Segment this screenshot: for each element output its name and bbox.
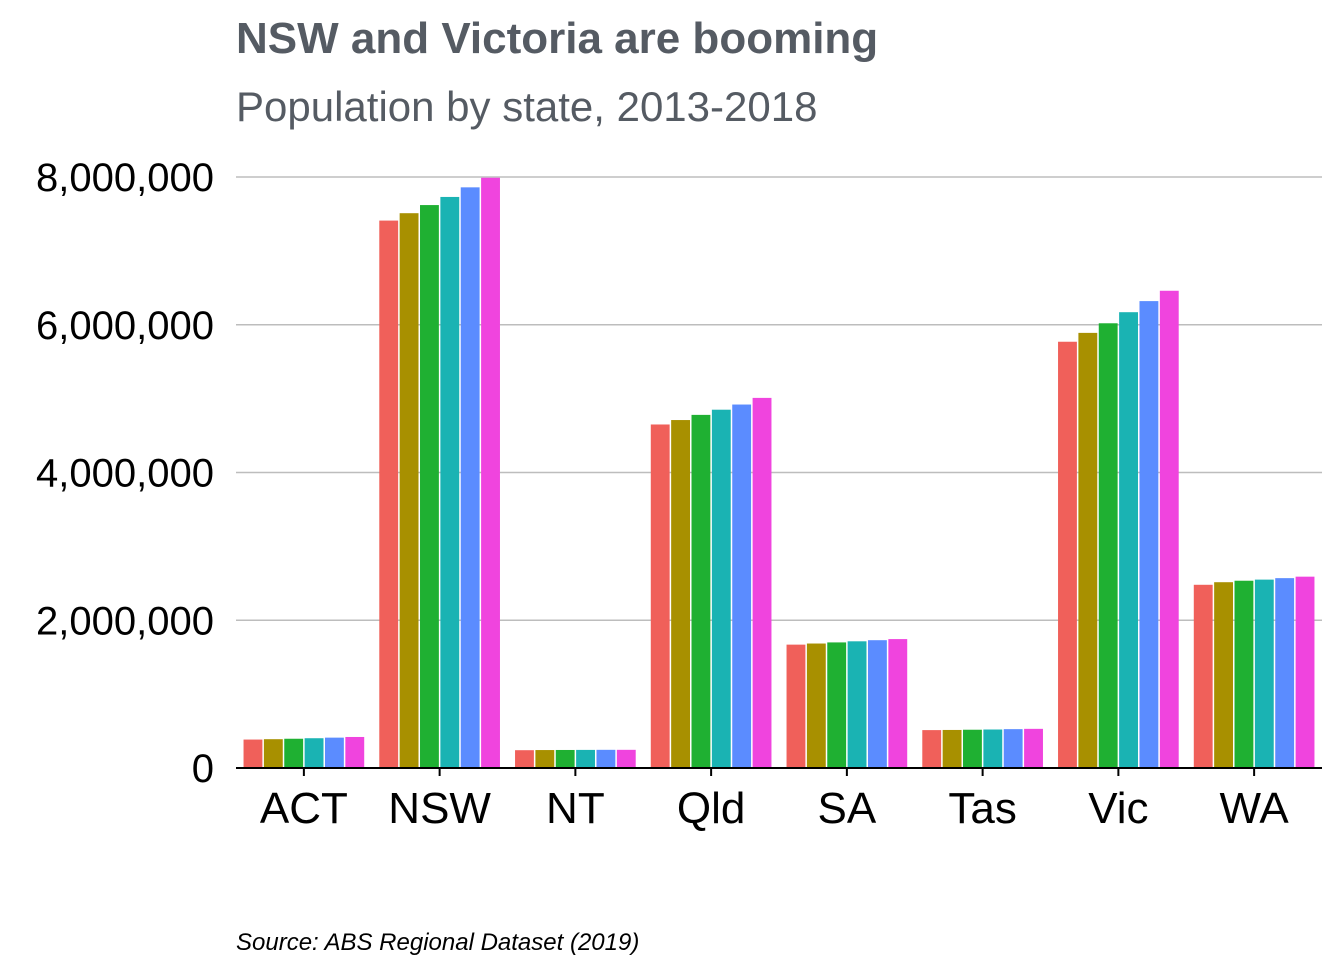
- bar-wa-1: [1193, 584, 1213, 768]
- x-tick-label: ACT: [260, 784, 348, 833]
- bar-tas-5: [1003, 729, 1023, 768]
- x-tick-label: WA: [1220, 784, 1290, 833]
- bar-act-5: [324, 737, 344, 768]
- bar-qld-4: [711, 409, 731, 768]
- bar-nt-4: [576, 749, 595, 768]
- bar-nt-3: [555, 749, 575, 768]
- x-tick-label: NSW: [388, 784, 491, 833]
- bar-sa-5: [867, 640, 887, 768]
- bar-nt-1: [515, 750, 534, 768]
- bar-sa-4: [847, 641, 867, 768]
- chart-subtitle: Population by state, 2013-2018: [236, 83, 817, 130]
- gridlines: [236, 176, 1322, 621]
- bar-qld-1: [650, 424, 670, 768]
- bar-vic-5: [1139, 301, 1159, 768]
- y-axis-ticks: 0 2,000,000 4,000,000 6,000,000 8,000,000: [36, 156, 214, 791]
- bar-tas-3: [963, 729, 982, 768]
- bars: [243, 177, 1315, 769]
- x-tick-label: NT: [546, 784, 605, 833]
- x-axis-ticks: ACT NSW NT Qld SA Tas Vic WA: [260, 768, 1290, 833]
- bar-nsw-6: [481, 177, 500, 768]
- bar-sa-2: [806, 643, 826, 768]
- bar-act-6: [345, 736, 365, 768]
- x-tick-label: Vic: [1088, 784, 1148, 833]
- bar-qld-6: [752, 397, 772, 768]
- bar-qld-3: [691, 414, 711, 768]
- x-tick-label: Qld: [677, 784, 745, 833]
- bar-vic-6: [1159, 290, 1179, 768]
- bar-wa-5: [1275, 578, 1295, 768]
- bar-sa-6: [888, 639, 908, 768]
- bar-nsw-4: [440, 196, 460, 769]
- y-tick-label: 8,000,000: [36, 156, 214, 200]
- bar-vic-4: [1119, 312, 1138, 768]
- bar-vic-3: [1098, 323, 1118, 768]
- bar-wa-6: [1295, 576, 1315, 768]
- bar-nt-5: [596, 749, 616, 768]
- bar-nt-6: [616, 749, 636, 768]
- bar-vic-1: [1058, 341, 1077, 768]
- bar-act-4: [304, 738, 324, 768]
- bar-tas-4: [983, 729, 1003, 768]
- x-tick-label: Tas: [948, 784, 1016, 833]
- y-tick-label: 0: [192, 747, 214, 791]
- bar-nsw-2: [399, 213, 419, 769]
- bar-sa-3: [827, 642, 847, 768]
- y-tick-label: 6,000,000: [36, 304, 214, 348]
- bar-act-1: [243, 739, 263, 768]
- bar-nsw-3: [420, 205, 439, 768]
- chart-caption: Source: ABS Regional Dataset (2019): [236, 929, 639, 956]
- bar-qld-2: [671, 420, 691, 768]
- bar-wa-2: [1214, 582, 1234, 768]
- bar-nsw-1: [379, 220, 399, 768]
- bar-wa-3: [1234, 580, 1254, 768]
- chart-title: NSW and Victoria are booming: [236, 14, 878, 63]
- y-tick-label: 2,000,000: [36, 599, 214, 643]
- bar-tas-2: [942, 729, 962, 768]
- bar-sa-1: [786, 644, 806, 768]
- bar-vic-2: [1078, 332, 1098, 768]
- bar-act-3: [284, 738, 304, 768]
- bar-wa-4: [1254, 579, 1274, 768]
- bar-act-2: [263, 739, 283, 768]
- bar-tas-1: [922, 730, 942, 768]
- y-tick-label: 4,000,000: [36, 452, 214, 496]
- bar-tas-6: [1024, 728, 1043, 768]
- bar-nt-2: [535, 750, 555, 768]
- bar-qld-5: [732, 404, 752, 768]
- x-tick-label: SA: [818, 784, 877, 833]
- bar-nsw-5: [460, 187, 480, 768]
